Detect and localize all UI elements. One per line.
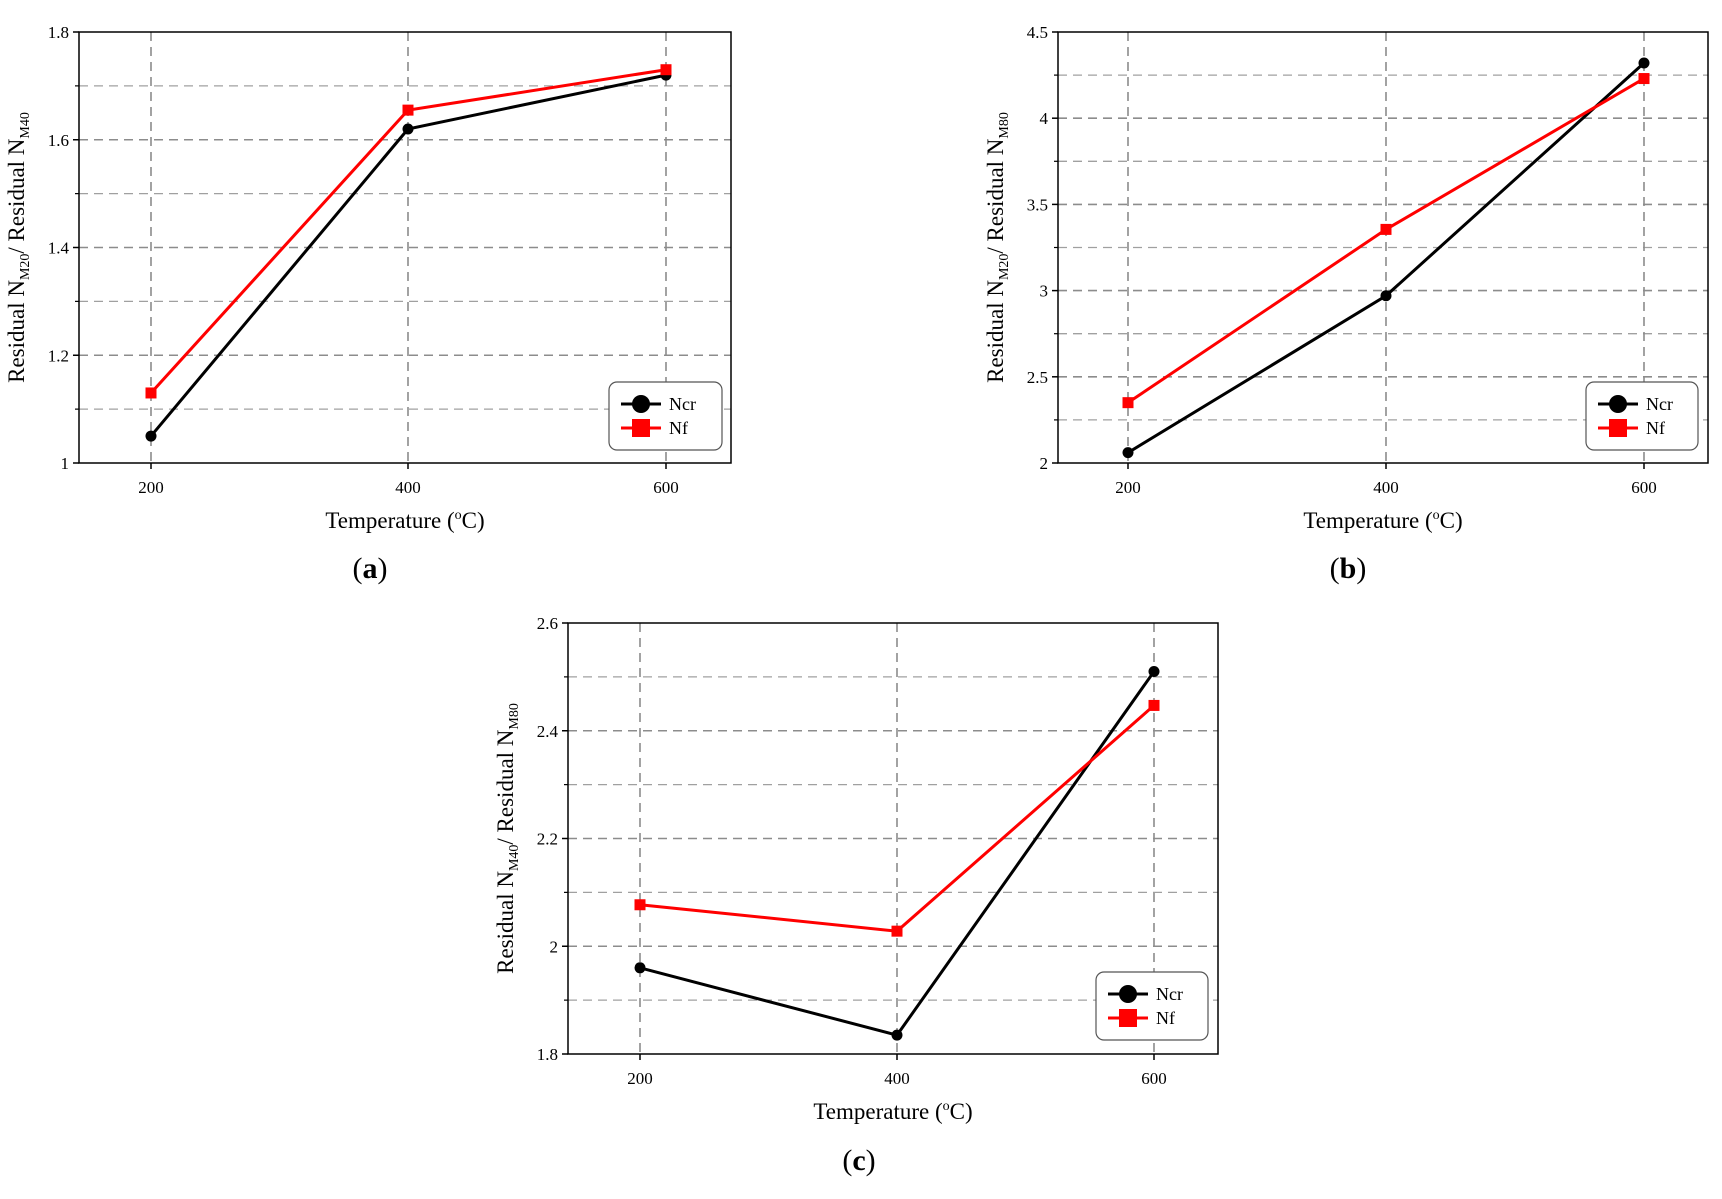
y-axis-title: Residual NM40/ Residual NM80 — [493, 703, 522, 974]
legend-marker-nf — [1609, 419, 1627, 437]
legend-marker-nf — [632, 419, 650, 437]
y-tick-label: 1.2 — [48, 346, 69, 365]
y-tick-label: 2.4 — [537, 722, 559, 741]
y-axis-title: Residual NM20/ Residual NM80 — [983, 112, 1012, 383]
y-tick-label: 3.5 — [1027, 195, 1048, 214]
series-nf — [145, 64, 672, 399]
x-axis-title: Temperature (oC) — [1303, 508, 1462, 533]
grid — [79, 32, 731, 463]
data-point-nf — [634, 899, 646, 911]
legend-label-ncr: Ncr — [1156, 984, 1183, 1004]
legend: Ncr Nf — [1095, 971, 1209, 1041]
legend-box — [1095, 971, 1209, 1041]
panel-label: (c) — [842, 1144, 875, 1177]
x-tick-label: 200 — [627, 1069, 653, 1088]
data-point-nf — [145, 387, 157, 399]
data-point-nf — [660, 64, 672, 76]
legend: Ncr Nf — [1585, 381, 1699, 451]
x-tick-label: 400 — [1373, 478, 1399, 497]
data-point-ncr — [145, 430, 157, 442]
data-point-nf — [1148, 699, 1160, 711]
x-tick-label: 400 — [884, 1069, 910, 1088]
legend-box — [608, 381, 723, 451]
y-tick-label: 4.5 — [1027, 23, 1048, 42]
legend-label-ncr: Ncr — [1646, 394, 1673, 414]
data-point-ncr — [891, 1029, 903, 1041]
x-tick-label: 600 — [653, 478, 679, 497]
series-ncr — [145, 69, 672, 442]
data-point-ncr — [634, 962, 646, 974]
y-tick-label: 1.8 — [48, 23, 69, 42]
legend-label-nf: Nf — [1156, 1008, 1175, 1028]
legend-label-ncr: Ncr — [669, 394, 696, 414]
series-ncr — [1122, 57, 1650, 459]
data-point-ncr — [402, 123, 414, 135]
x-tick-label: 600 — [1141, 1069, 1167, 1088]
x-tick-label: 200 — [1115, 478, 1141, 497]
data-point-nf — [1380, 223, 1392, 235]
x-tick-label: 600 — [1631, 478, 1657, 497]
y-tick-label: 4 — [1040, 109, 1049, 128]
y-tick-label: 2.6 — [537, 614, 558, 633]
legend-label-nf: Nf — [669, 418, 688, 438]
y-tick-label: 3 — [1040, 282, 1049, 301]
x-axis-title: Temperature (oC) — [813, 1099, 972, 1124]
x-axis-title: Temperature (oC) — [325, 508, 484, 533]
y-axis-title: Residual NM20/ Residual NM40 — [4, 112, 33, 383]
data-point-ncr — [1148, 665, 1160, 677]
data-point-ncr — [1122, 447, 1134, 459]
y-tick-label: 1.6 — [48, 131, 69, 150]
y-tick-label: 2.5 — [1027, 368, 1048, 387]
data-point-nf — [1122, 397, 1134, 409]
y-tick-label: 2.2 — [537, 830, 558, 849]
panel-a: 1 1.2 1.4 1.6 1.8 200 400 600 Temperature (oC) Re… — [4, 23, 732, 585]
y-tick-label: 1.8 — [537, 1045, 558, 1064]
data-point-nf — [891, 925, 903, 937]
legend-marker-nf — [1119, 1009, 1137, 1027]
series-nf — [634, 699, 1160, 937]
data-point-ncr — [1380, 290, 1392, 302]
y-tick-label: 2 — [550, 937, 559, 956]
panel-label: (b) — [1330, 552, 1367, 585]
data-point-nf — [402, 104, 414, 116]
legend-marker-ncr — [1609, 395, 1627, 413]
series-nf — [1122, 73, 1650, 409]
y-tick-label: 1 — [61, 454, 70, 473]
data-point-ncr — [1638, 57, 1650, 69]
y-tick-label: 1.4 — [48, 239, 70, 258]
panel-c: 1.8 2 2.2 2.4 2.6 200 400 600 Temperature (oC) Re… — [493, 614, 1219, 1177]
series-ncr — [634, 665, 1160, 1041]
panel-label: (a) — [353, 552, 388, 585]
legend-box — [1585, 381, 1699, 451]
y-tick-label: 2 — [1040, 454, 1049, 473]
legend-label-nf: Nf — [1646, 418, 1665, 438]
legend-marker-ncr — [1119, 985, 1137, 1003]
legend: Ncr Nf — [608, 381, 723, 451]
panel-b: 2 2.5 3 3.5 4 4.5 200 400 600 Temperature (oC) Res… — [983, 23, 1709, 585]
legend-marker-ncr — [632, 395, 650, 413]
data-point-nf — [1638, 73, 1650, 85]
x-tick-label: 200 — [138, 478, 164, 497]
x-tick-label: 400 — [395, 478, 421, 497]
